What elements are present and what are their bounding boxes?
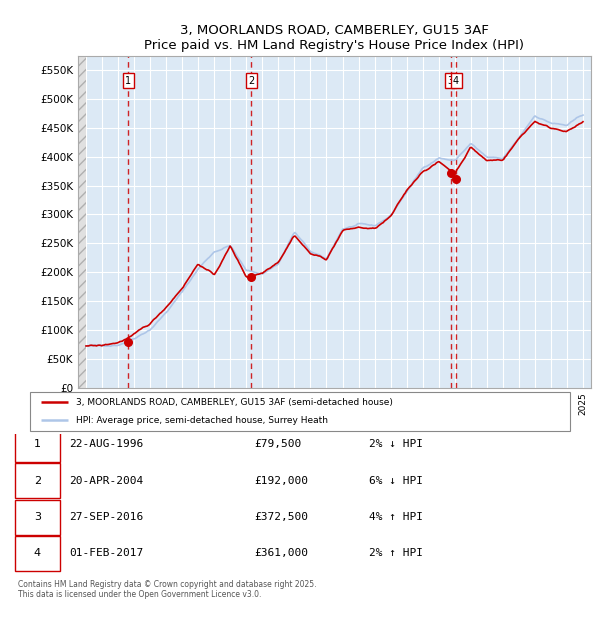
- FancyBboxPatch shape: [15, 463, 60, 498]
- Text: 22-AUG-1996: 22-AUG-1996: [70, 439, 144, 450]
- Text: 27-SEP-2016: 27-SEP-2016: [70, 512, 144, 522]
- Bar: [78, 56, 86, 388]
- FancyBboxPatch shape: [30, 392, 570, 431]
- Text: 4: 4: [34, 549, 41, 559]
- Text: 2: 2: [34, 476, 41, 485]
- Text: 3: 3: [448, 76, 454, 86]
- Text: £361,000: £361,000: [254, 549, 308, 559]
- Text: 2% ↑ HPI: 2% ↑ HPI: [369, 549, 423, 559]
- Text: 1: 1: [125, 76, 131, 86]
- Text: £192,000: £192,000: [254, 476, 308, 485]
- FancyBboxPatch shape: [15, 500, 60, 534]
- Text: 01-FEB-2017: 01-FEB-2017: [70, 549, 144, 559]
- Text: 4: 4: [453, 76, 459, 86]
- Text: 2% ↓ HPI: 2% ↓ HPI: [369, 439, 423, 450]
- Text: 3: 3: [34, 512, 41, 522]
- Text: £79,500: £79,500: [254, 439, 301, 450]
- Text: 3, MOORLANDS ROAD, CAMBERLEY, GU15 3AF (semi-detached house): 3, MOORLANDS ROAD, CAMBERLEY, GU15 3AF (…: [76, 398, 393, 407]
- Title: 3, MOORLANDS ROAD, CAMBERLEY, GU15 3AF
Price paid vs. HM Land Registry's House P: 3, MOORLANDS ROAD, CAMBERLEY, GU15 3AF P…: [145, 24, 524, 52]
- Text: 1: 1: [34, 439, 41, 450]
- Text: Contains HM Land Registry data © Crown copyright and database right 2025.
This d: Contains HM Land Registry data © Crown c…: [18, 580, 317, 599]
- Text: 6% ↓ HPI: 6% ↓ HPI: [369, 476, 423, 485]
- Text: £372,500: £372,500: [254, 512, 308, 522]
- FancyBboxPatch shape: [15, 427, 60, 462]
- Text: HPI: Average price, semi-detached house, Surrey Heath: HPI: Average price, semi-detached house,…: [76, 416, 328, 425]
- Text: 20-APR-2004: 20-APR-2004: [70, 476, 144, 485]
- Text: 4% ↑ HPI: 4% ↑ HPI: [369, 512, 423, 522]
- FancyBboxPatch shape: [15, 536, 60, 571]
- Text: 2: 2: [248, 76, 254, 86]
